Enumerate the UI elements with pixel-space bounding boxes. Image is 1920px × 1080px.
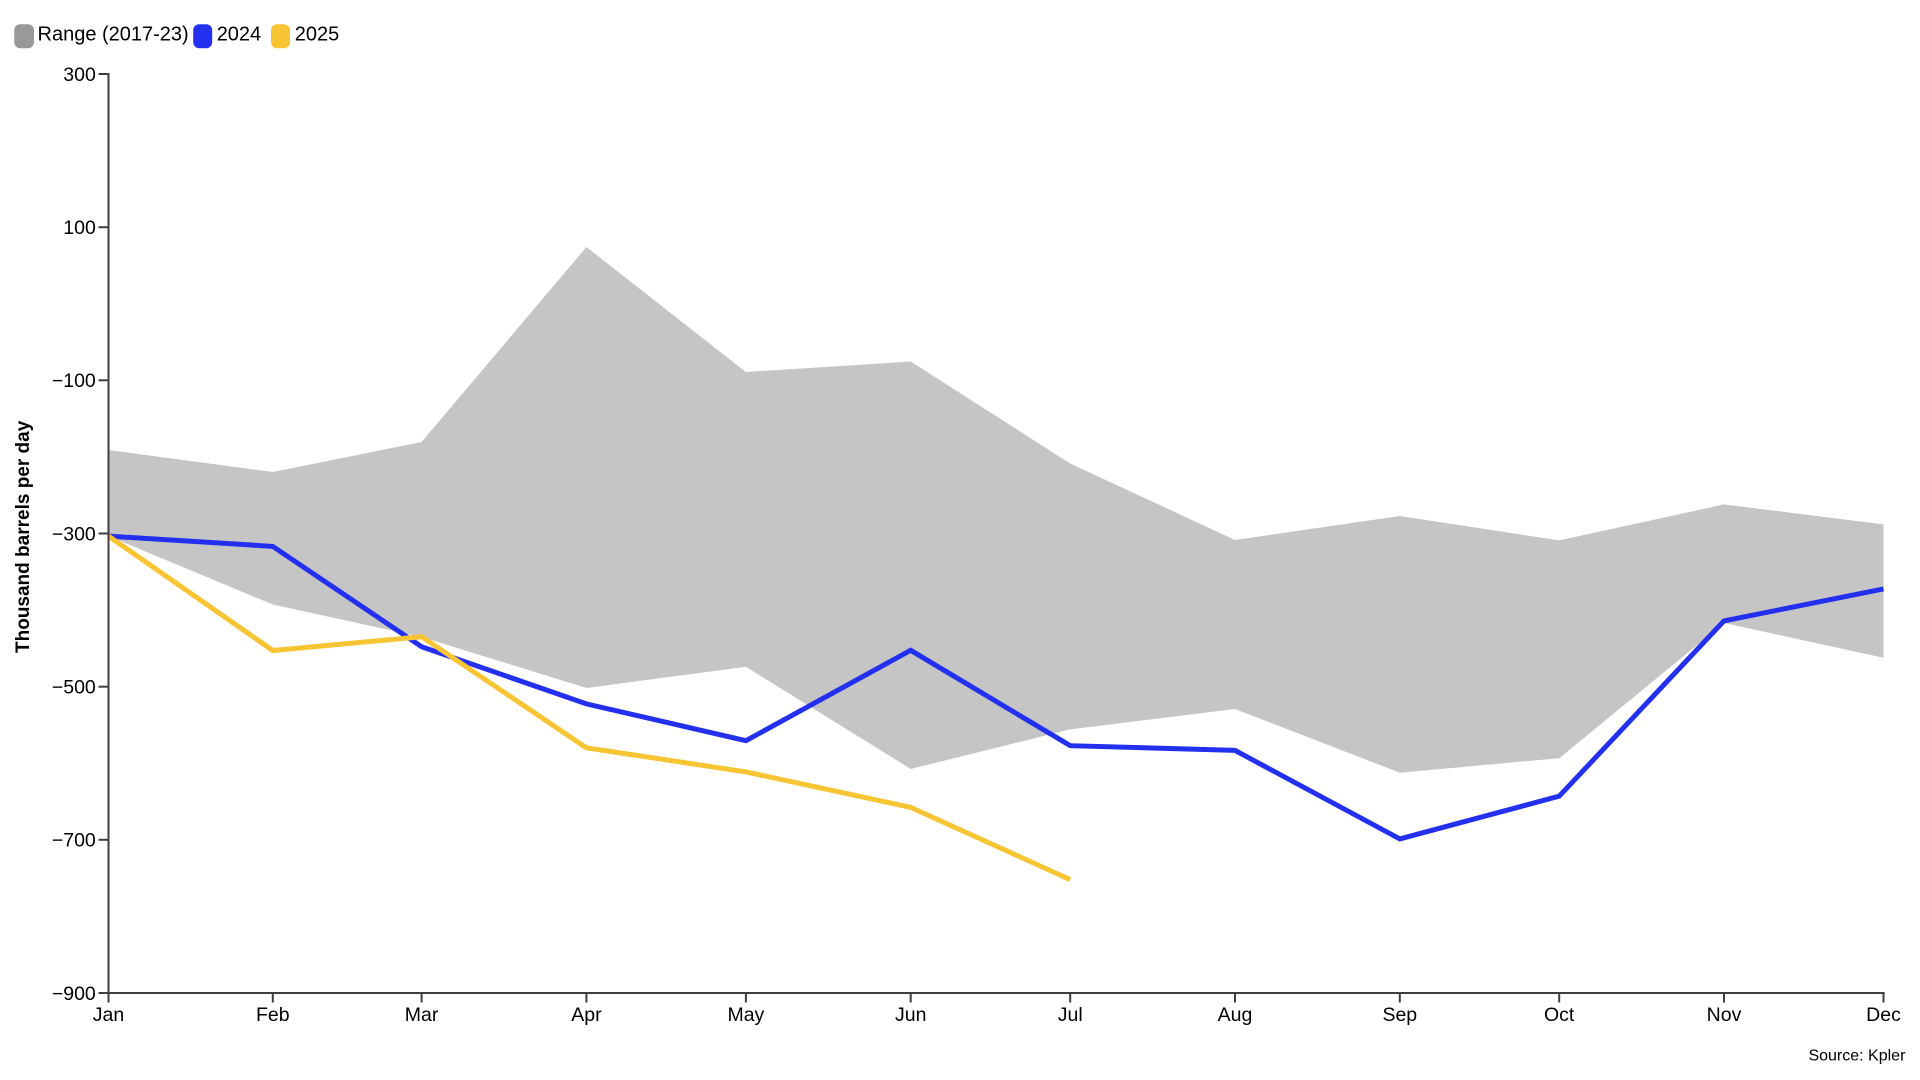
svg-text:Source: Kpler: Source: Kpler [1808,1047,1906,1064]
svg-text:Range (2017-23): Range (2017-23) [38,24,189,46]
svg-text:May: May [727,1004,764,1026]
svg-text:Sep: Sep [1382,1004,1417,1026]
svg-text:−700: −700 [52,830,96,852]
svg-text:−300: −300 [52,523,96,545]
svg-text:300: 300 [63,64,96,86]
svg-text:100: 100 [63,217,96,239]
svg-text:Jul: Jul [1058,1004,1083,1026]
svg-text:Jun: Jun [895,1004,926,1026]
svg-text:Mar: Mar [405,1004,439,1026]
svg-text:2024: 2024 [217,24,262,46]
svg-text:Dec: Dec [1866,1004,1901,1026]
svg-text:Oct: Oct [1544,1004,1575,1026]
svg-text:−100: −100 [52,370,96,392]
svg-text:Aug: Aug [1218,1004,1253,1026]
svg-text:Jan: Jan [93,1004,124,1026]
svg-text:Feb: Feb [256,1004,290,1026]
svg-text:Apr: Apr [571,1004,602,1026]
svg-text:−500: −500 [52,677,96,699]
svg-text:Thousand barrels per day: Thousand barrels per day [13,420,34,653]
svg-text:2025: 2025 [295,24,340,46]
svg-text:Nov: Nov [1707,1004,1742,1026]
svg-text:−900: −900 [52,983,96,1005]
